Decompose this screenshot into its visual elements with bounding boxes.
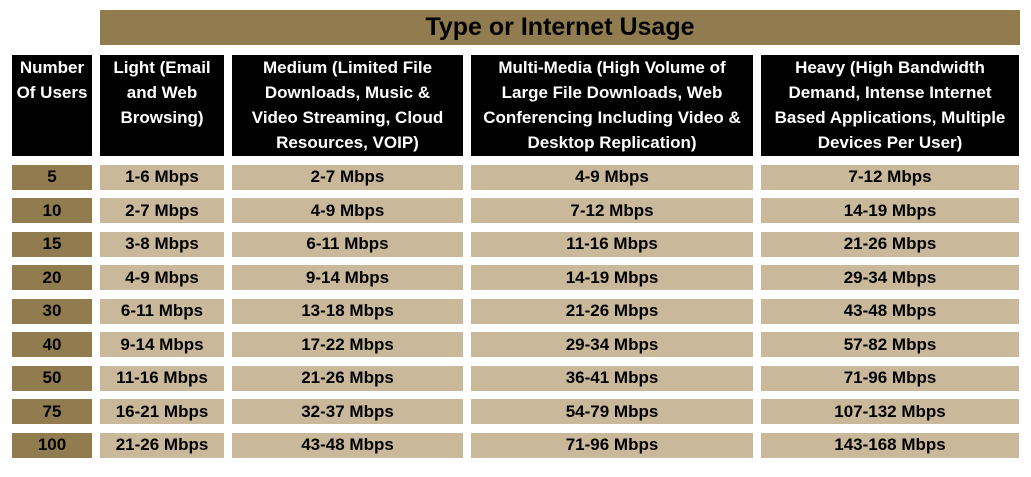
- cell-multimedia: 36-41 Mbps: [471, 365, 753, 391]
- cell-heavy: 7-12 Mbps: [761, 164, 1019, 190]
- cell-users: 50: [12, 365, 92, 391]
- cell-heavy: 21-26 Mbps: [761, 231, 1019, 257]
- cell-light: 3-8 Mbps: [100, 231, 224, 257]
- cell-users: 15: [12, 231, 92, 257]
- cell-heavy: 107-132 Mbps: [761, 399, 1019, 424]
- cell-light: 2-7 Mbps: [100, 198, 224, 223]
- cell-light: 6-11 Mbps: [100, 298, 224, 324]
- cell-heavy: 143-168 Mbps: [761, 432, 1019, 458]
- cell-users: 40: [12, 332, 92, 357]
- header-heavy: Heavy (High Bandwidth Demand, Intense In…: [761, 55, 1019, 156]
- cell-medium: 9-14 Mbps: [232, 265, 463, 290]
- cell-light: 16-21 Mbps: [100, 399, 224, 424]
- cell-multimedia: 21-26 Mbps: [471, 298, 753, 324]
- table-title: Type or Internet Usage: [100, 10, 1020, 45]
- cell-multimedia: 7-12 Mbps: [471, 198, 753, 223]
- cell-users: 10: [12, 198, 92, 223]
- cell-heavy: 14-19 Mbps: [761, 198, 1019, 223]
- cell-heavy: 43-48 Mbps: [761, 298, 1019, 324]
- cell-heavy: 29-34 Mbps: [761, 265, 1019, 290]
- cell-medium: 43-48 Mbps: [232, 432, 463, 458]
- cell-medium: 17-22 Mbps: [232, 332, 463, 357]
- cell-light: 21-26 Mbps: [100, 432, 224, 458]
- cell-heavy: 71-96 Mbps: [761, 365, 1019, 391]
- header-users: Number Of Users: [12, 55, 92, 156]
- cell-medium: 13-18 Mbps: [232, 298, 463, 324]
- cell-light: 9-14 Mbps: [100, 332, 224, 357]
- header-light: Light (Email and Web Browsing): [100, 55, 224, 156]
- cell-multimedia: 29-34 Mbps: [471, 332, 753, 357]
- cell-users: 100: [12, 432, 92, 458]
- cell-light: 11-16 Mbps: [100, 365, 224, 391]
- cell-users: 30: [12, 298, 92, 324]
- header-medium: Medium (Limited File Downloads, Music & …: [232, 55, 463, 156]
- cell-multimedia: 14-19 Mbps: [471, 265, 753, 290]
- cell-multimedia: 71-96 Mbps: [471, 432, 753, 458]
- bandwidth-table: Number Of Users Light (Email and Web Bro…: [12, 55, 1019, 458]
- cell-medium: 6-11 Mbps: [232, 231, 463, 257]
- cell-medium: 2-7 Mbps: [232, 164, 463, 190]
- cell-medium: 4-9 Mbps: [232, 198, 463, 223]
- cell-multimedia: 4-9 Mbps: [471, 164, 753, 190]
- cell-light: 1-6 Mbps: [100, 164, 224, 190]
- cell-users: 75: [12, 399, 92, 424]
- cell-multimedia: 54-79 Mbps: [471, 399, 753, 424]
- cell-medium: 21-26 Mbps: [232, 365, 463, 391]
- cell-medium: 32-37 Mbps: [232, 399, 463, 424]
- header-multimedia: Multi-Media (High Volume of Large File D…: [471, 55, 753, 156]
- cell-light: 4-9 Mbps: [100, 265, 224, 290]
- cell-users: 20: [12, 265, 92, 290]
- cell-multimedia: 11-16 Mbps: [471, 231, 753, 257]
- cell-heavy: 57-82 Mbps: [761, 332, 1019, 357]
- cell-users: 5: [12, 164, 92, 190]
